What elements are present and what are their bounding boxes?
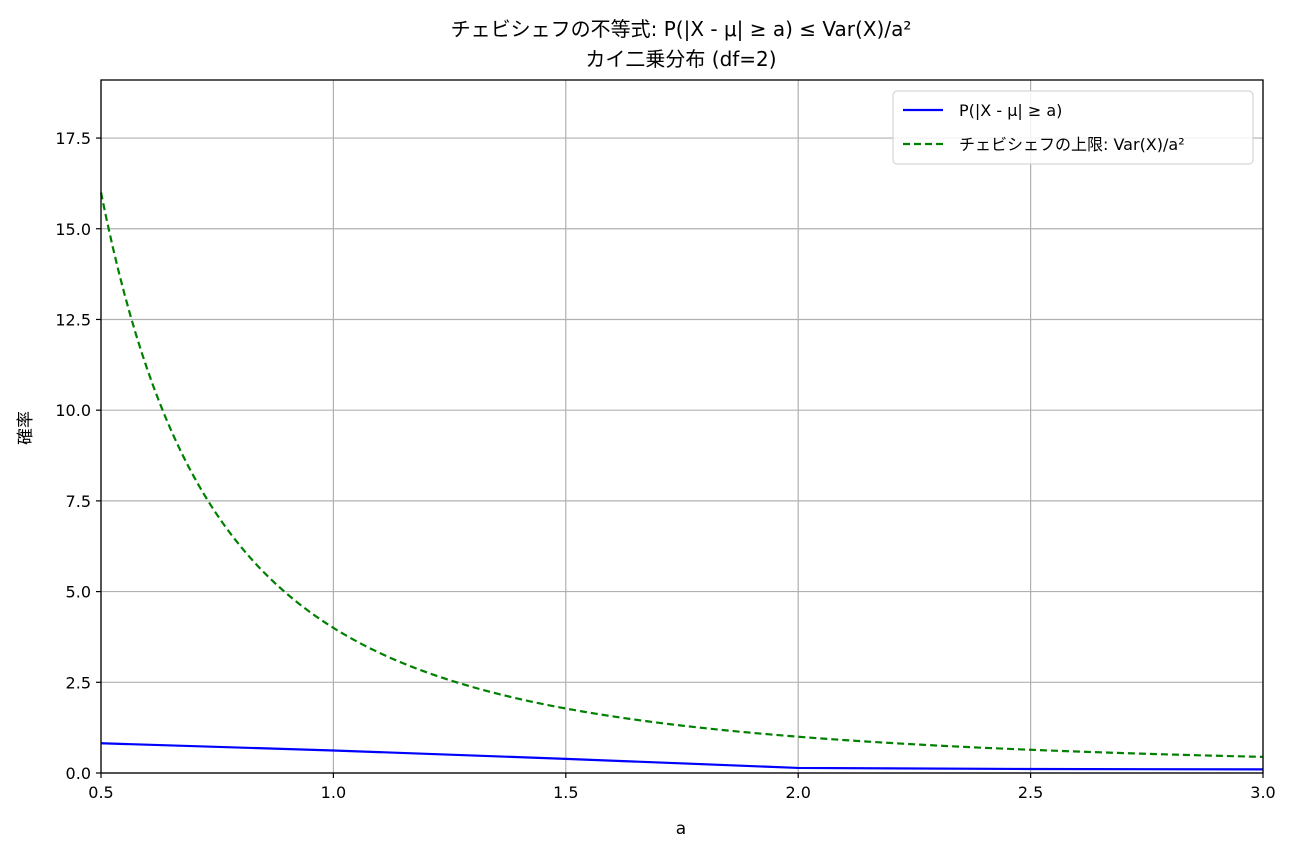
legend: P(|X - μ| ≥ a) チェビシェフの上限: Var(X)/a² <box>892 90 1254 165</box>
y-tick-label: 7.5 <box>66 492 91 511</box>
chart-subtitle: カイ二乗分布 (df=2) <box>585 47 776 71</box>
x-axis: 0.5 1.0 1.5 2.0 2.5 3.0 <box>88 773 1276 802</box>
y-tick-label: 2.5 <box>66 673 91 692</box>
legend-label-probability: P(|X - μ| ≥ a) <box>959 101 1062 120</box>
chart-title: チェビシェフの不等式: P(|X - μ| ≥ a) ≤ Var(X)/a² <box>451 17 912 41</box>
y-tick-label: 12.5 <box>55 310 91 329</box>
x-tick-label: 3.0 <box>1250 783 1275 802</box>
grid <box>100 80 1264 774</box>
plot-frame <box>100 79 1264 774</box>
y-tick-label: 5.0 <box>66 583 91 602</box>
x-axis-label: a <box>676 819 686 839</box>
series-line-probability <box>100 742 1264 771</box>
y-tick-label: 17.5 <box>55 129 91 148</box>
series-line-chebyshev-bound <box>99 192 1264 758</box>
y-tick-label: 10.0 <box>55 401 91 420</box>
legend-box <box>892 90 1254 165</box>
x-tick-label: 2.5 <box>1018 783 1043 802</box>
y-tick-label: 0.0 <box>66 764 91 783</box>
x-tick-label: 1.0 <box>321 783 346 802</box>
legend-label-chebyshev-bound: チェビシェフの上限: Var(X)/a² <box>959 135 1185 154</box>
y-tick-label: 15.0 <box>55 220 91 239</box>
y-axis: 0.0 2.5 5.0 7.5 10.0 12.5 15.0 17.5 <box>55 129 101 783</box>
x-tick-label: 2.0 <box>785 783 810 802</box>
plot-area <box>99 192 1264 771</box>
x-tick-label: 0.5 <box>88 783 113 802</box>
x-tick-label: 1.5 <box>553 783 578 802</box>
y-axis-label: 確率 <box>16 411 36 445</box>
